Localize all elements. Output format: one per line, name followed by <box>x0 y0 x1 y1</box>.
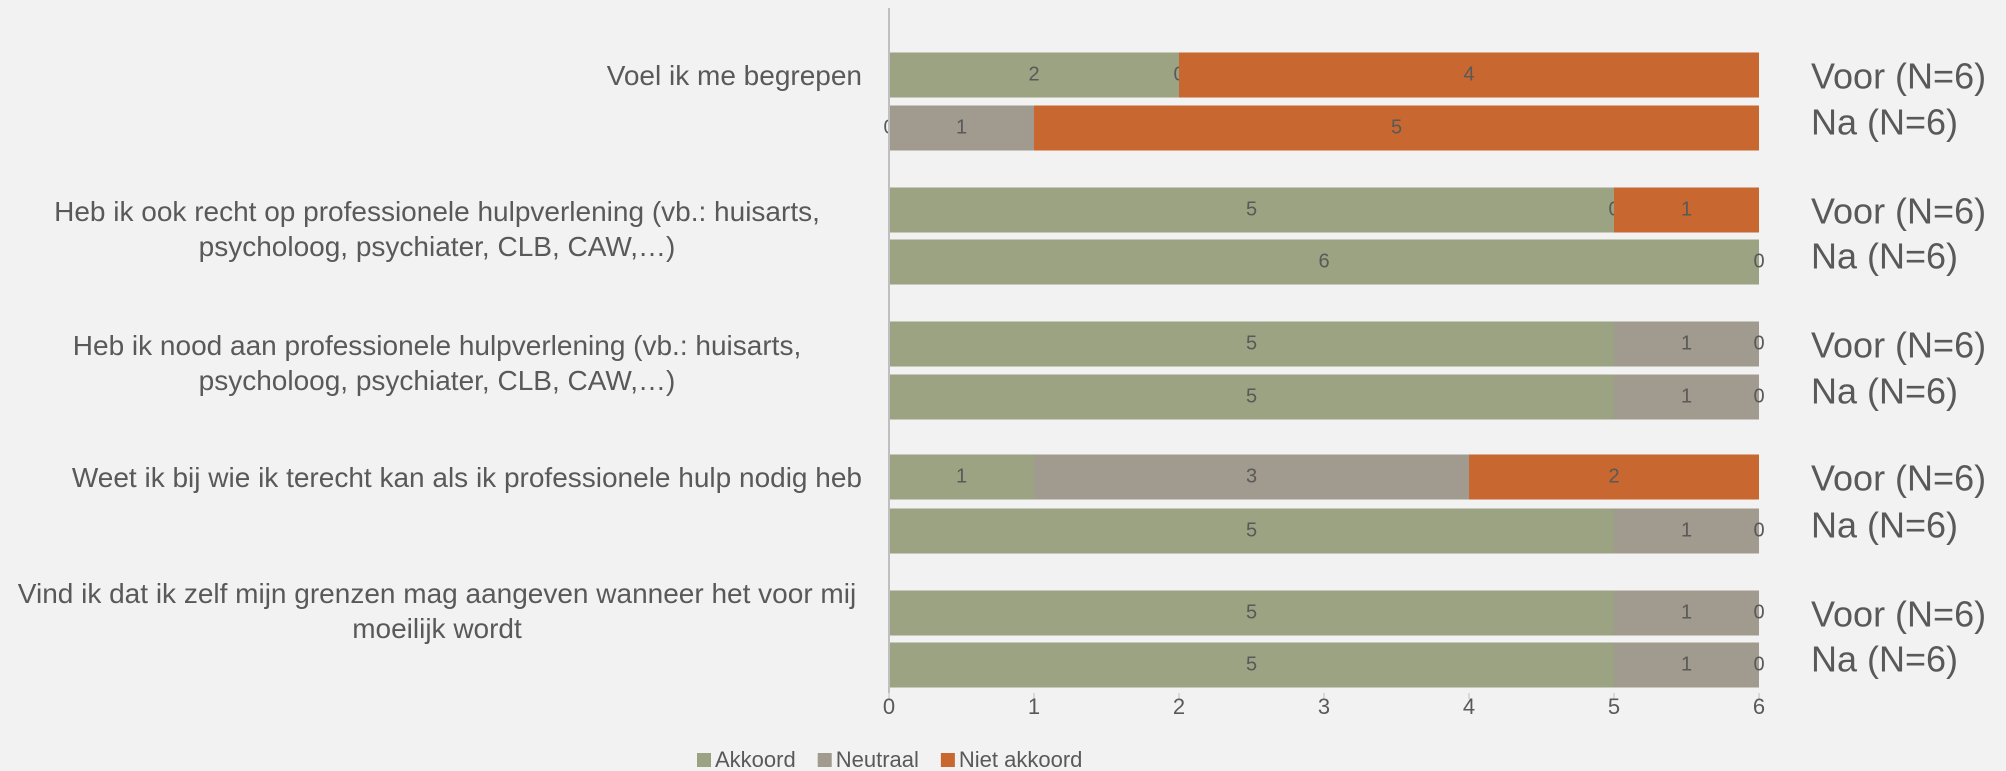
category-label: Heb ik ook recht op professionele hulpve… <box>54 196 820 262</box>
bar-label: Na (N=6) <box>1811 371 1958 412</box>
value-label: 1 <box>1681 198 1692 220</box>
value-label: 0 <box>1753 332 1764 354</box>
bar-segment <box>1614 321 1759 367</box>
x-tick-label: 1 <box>1028 694 1040 719</box>
bar-label: Na (N=6) <box>1811 639 1958 680</box>
category-label-box: Vind ik dat ik zelf mijn grenzen mag aan… <box>12 576 862 646</box>
legend-swatch <box>817 753 832 767</box>
category-label: Weet ik bij wie ik terecht kan als ik pr… <box>71 461 862 493</box>
value-label: 5 <box>1246 198 1257 220</box>
value-label: 1 <box>1681 385 1692 407</box>
value-label: 2 <box>1608 465 1619 487</box>
bar-segment <box>889 239 1759 285</box>
bar-label: Voor (N=6) <box>1811 325 1986 366</box>
legend-label: Akkoord <box>715 747 796 771</box>
bar-segment <box>1614 590 1759 636</box>
bar-label: Na (N=6) <box>1811 102 1958 143</box>
bar-segment <box>889 187 1614 233</box>
value-label: 5 <box>1246 385 1257 407</box>
category-label-box: Heb ik nood aan professionele hulpverlen… <box>12 328 862 398</box>
value-label: 5 <box>1246 519 1257 541</box>
value-label: 0 <box>1753 653 1764 675</box>
category-label-box: Weet ik bij wie ik terecht kan als ik pr… <box>12 460 862 495</box>
bar-segment <box>889 52 1179 98</box>
legend-swatch <box>940 753 955 767</box>
x-tick-label: 3 <box>1318 694 1330 719</box>
x-tick-label: 4 <box>1463 694 1475 719</box>
bar-segment <box>1614 508 1759 554</box>
bar-segment <box>889 454 1034 500</box>
value-label: 1 <box>956 465 967 487</box>
value-label: 6 <box>1318 250 1329 272</box>
value-label: 2 <box>1028 63 1039 85</box>
bar-segment <box>889 642 1614 688</box>
bar-label: Voor (N=6) <box>1811 458 1986 499</box>
value-label: 1 <box>1681 332 1692 354</box>
x-tick-label: 0 <box>883 694 895 719</box>
category-label-box: Heb ik ook recht op professionele hulpve… <box>12 194 862 264</box>
value-label: 5 <box>1391 116 1402 138</box>
bar-segment <box>889 508 1614 554</box>
bar-segment <box>1179 52 1759 98</box>
legend-label: Niet akkoord <box>959 747 1083 771</box>
category-label: Heb ik nood aan professionele hulpverlen… <box>72 330 802 396</box>
bar-label: Na (N=6) <box>1811 505 1958 546</box>
legend-swatch <box>697 753 711 767</box>
bar-segment <box>1614 374 1759 420</box>
bar-segment <box>1614 187 1759 233</box>
value-label: 1 <box>1681 601 1692 623</box>
category-label-box: Voel ik me begrepen <box>12 58 862 93</box>
bar-segment <box>889 105 1034 151</box>
value-label: 0 <box>1753 519 1764 541</box>
bar-segment <box>1469 454 1759 500</box>
value-label: 0 <box>1753 385 1764 407</box>
value-label: 0 <box>1753 250 1764 272</box>
category-label: Vind ik dat ik zelf mijn grenzen mag aan… <box>17 578 857 644</box>
legend-label: Neutraal <box>836 747 919 771</box>
bar-segment <box>1034 105 1759 151</box>
bar-segment <box>889 374 1614 420</box>
bar-label: Na (N=6) <box>1811 236 1958 277</box>
value-label: 1 <box>1681 519 1692 541</box>
bar-label: Voor (N=6) <box>1811 56 1986 97</box>
bar-segment <box>1034 454 1469 500</box>
value-label: 1 <box>1681 653 1692 675</box>
value-label: 4 <box>1463 63 1474 85</box>
value-label: 5 <box>1246 332 1257 354</box>
value-label: 5 <box>1246 653 1257 675</box>
bar-segment <box>889 321 1614 367</box>
bar-segment <box>889 590 1614 636</box>
x-tick-label: 5 <box>1608 694 1620 719</box>
value-label: 5 <box>1246 601 1257 623</box>
value-label: 0 <box>1753 601 1764 623</box>
bar-segment <box>1614 642 1759 688</box>
value-label: 1 <box>956 116 967 138</box>
x-tick-label: 2 <box>1173 694 1185 719</box>
bar-label: Voor (N=6) <box>1811 594 1986 635</box>
category-label: Voel ik me begrepen <box>606 59 862 91</box>
value-label: 3 <box>1246 465 1257 487</box>
x-tick-label: 6 <box>1753 694 1765 719</box>
bar-label: Voor (N=6) <box>1811 191 1986 232</box>
